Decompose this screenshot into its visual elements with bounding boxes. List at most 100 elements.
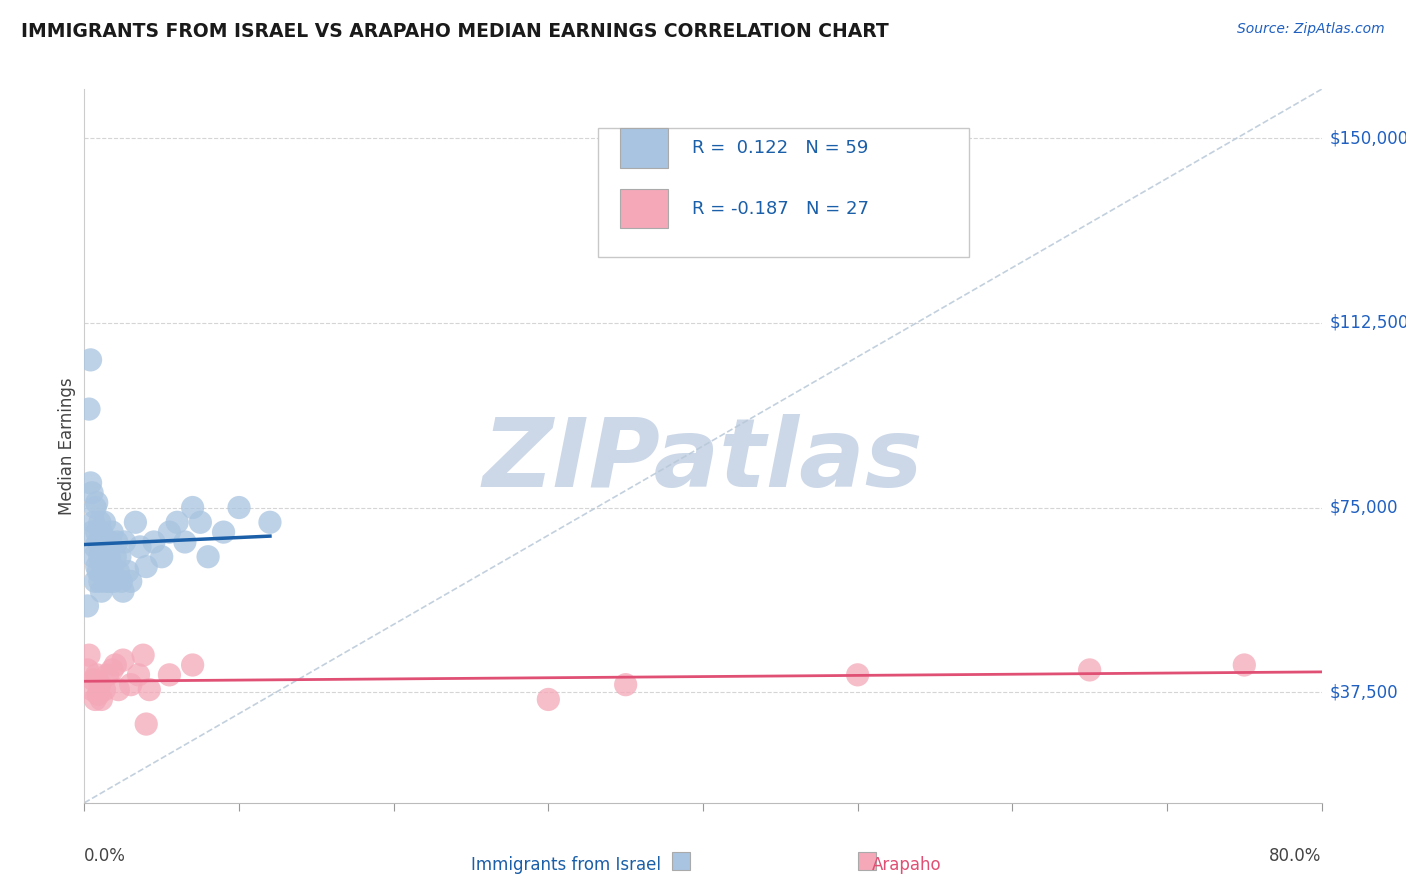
Point <box>91 565 114 579</box>
Point <box>83 549 105 564</box>
Point <box>96 559 118 574</box>
Point <box>103 574 125 589</box>
Text: $150,000: $150,000 <box>1329 129 1406 147</box>
Point <box>98 549 121 564</box>
Point <box>90 555 112 569</box>
Point <box>150 549 173 564</box>
FancyBboxPatch shape <box>598 128 969 257</box>
Point <box>89 516 111 530</box>
Point <box>89 549 111 564</box>
Point <box>86 525 108 540</box>
Point <box>90 692 112 706</box>
Point <box>181 500 204 515</box>
Point <box>174 535 197 549</box>
Point <box>108 549 131 564</box>
FancyBboxPatch shape <box>672 852 690 870</box>
Point <box>87 535 110 549</box>
Point <box>166 516 188 530</box>
Point <box>112 653 135 667</box>
Text: $37,500: $37,500 <box>1329 683 1398 701</box>
Point <box>120 574 142 589</box>
Point <box>127 668 149 682</box>
Point <box>86 668 108 682</box>
Point <box>159 668 180 682</box>
FancyBboxPatch shape <box>620 189 668 228</box>
Point <box>94 574 117 589</box>
Point <box>117 565 139 579</box>
Point <box>138 682 160 697</box>
Point <box>104 658 127 673</box>
Point <box>1233 658 1256 673</box>
Point <box>77 648 100 662</box>
Point <box>112 584 135 599</box>
Text: Source: ZipAtlas.com: Source: ZipAtlas.com <box>1237 22 1385 37</box>
Text: R =  0.122   N = 59: R = 0.122 N = 59 <box>693 139 869 157</box>
FancyBboxPatch shape <box>858 852 876 870</box>
Point <box>82 682 104 697</box>
Point <box>91 535 114 549</box>
Point <box>96 668 118 682</box>
Point <box>107 682 129 697</box>
Point <box>83 673 105 687</box>
Text: R = -0.187   N = 27: R = -0.187 N = 27 <box>693 200 869 218</box>
Point <box>101 663 124 677</box>
Point <box>101 559 124 574</box>
Text: ZIPatlas: ZIPatlas <box>482 414 924 507</box>
Point <box>228 500 250 515</box>
Text: Immigrants from Israel: Immigrants from Israel <box>471 856 661 874</box>
Point <box>135 717 157 731</box>
Y-axis label: Median Earnings: Median Earnings <box>58 377 76 515</box>
Point <box>107 565 129 579</box>
Text: $75,000: $75,000 <box>1329 499 1398 516</box>
Point <box>135 559 157 574</box>
Point <box>259 516 281 530</box>
Point <box>159 525 180 540</box>
Point <box>87 688 110 702</box>
Point <box>87 565 110 579</box>
Text: 80.0%: 80.0% <box>1270 847 1322 865</box>
Point <box>132 648 155 662</box>
Point <box>84 500 107 515</box>
Point <box>90 525 112 540</box>
Point <box>76 663 98 677</box>
Point <box>105 535 128 549</box>
Text: 0.0%: 0.0% <box>84 847 127 865</box>
Point <box>82 485 104 500</box>
Point <box>84 692 107 706</box>
Point <box>79 475 101 490</box>
Point <box>86 495 108 509</box>
Point <box>104 549 127 564</box>
Text: IMMIGRANTS FROM ISRAEL VS ARAPAHO MEDIAN EARNINGS CORRELATION CHART: IMMIGRANTS FROM ISRAEL VS ARAPAHO MEDIAN… <box>21 22 889 41</box>
Point <box>114 535 136 549</box>
Point <box>83 516 105 530</box>
Point <box>86 559 108 574</box>
Point <box>84 574 107 589</box>
Point <box>181 658 204 673</box>
Point <box>96 535 118 549</box>
Text: Arapaho: Arapaho <box>872 856 942 874</box>
Point <box>76 599 98 613</box>
Point <box>90 584 112 599</box>
Point <box>197 549 219 564</box>
Point <box>77 402 100 417</box>
Point <box>100 535 122 549</box>
Point <box>846 668 869 682</box>
Point <box>84 540 107 554</box>
Point <box>98 574 121 589</box>
Point <box>614 678 637 692</box>
Point <box>93 516 115 530</box>
Point <box>93 549 115 564</box>
Text: $112,500: $112,500 <box>1329 314 1406 332</box>
Point <box>89 678 111 692</box>
Point <box>129 540 152 554</box>
Point <box>120 678 142 692</box>
Point <box>212 525 235 540</box>
FancyBboxPatch shape <box>620 128 668 168</box>
Point <box>93 682 115 697</box>
Point <box>143 535 166 549</box>
Point <box>82 525 104 540</box>
Point <box>110 574 132 589</box>
Point <box>124 516 146 530</box>
Point <box>79 352 101 367</box>
Point <box>89 574 111 589</box>
